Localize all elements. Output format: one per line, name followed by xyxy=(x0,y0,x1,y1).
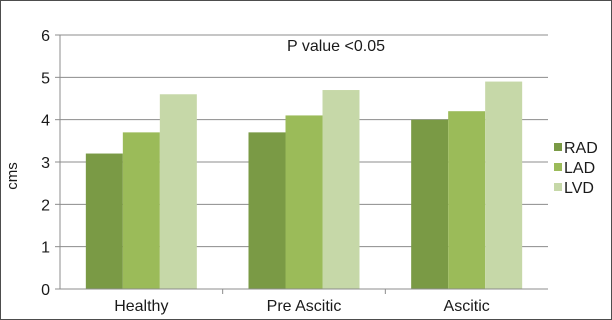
bar-lad xyxy=(285,115,323,289)
legend-swatch xyxy=(554,143,562,151)
x-tick-labels: Healthy Pre Ascitic Ascitic xyxy=(114,289,490,315)
y-axis-label: cms xyxy=(4,162,21,190)
x-tick-label: Healthy xyxy=(114,298,168,315)
x-tick-label: Ascitic xyxy=(444,298,490,315)
y-tick-label: 6 xyxy=(41,28,50,45)
x-tick-label: Pre Ascitic xyxy=(267,298,342,315)
bar-rad xyxy=(411,119,449,290)
legend-swatch xyxy=(554,183,562,191)
y-tick-label: 4 xyxy=(41,113,50,130)
bar-lvd xyxy=(485,81,523,289)
y-tick-label: 3 xyxy=(41,155,50,172)
bars xyxy=(85,81,523,290)
y-tick-label: 2 xyxy=(41,197,50,214)
legend-label: LVD xyxy=(564,180,594,197)
chart-annotation: P value <0.05 xyxy=(287,38,385,55)
y-tick-labels: 0 1 2 3 4 5 6 xyxy=(41,28,50,299)
bar-rad xyxy=(85,153,123,289)
y-tick-label: 5 xyxy=(41,70,50,87)
bar-lad xyxy=(122,132,160,289)
legend: RAD LAD LVD xyxy=(554,140,598,197)
bar-lad xyxy=(448,111,486,289)
legend-label: LAD xyxy=(564,160,595,177)
bar-lvd xyxy=(322,90,360,290)
bar-lvd xyxy=(159,94,197,290)
legend-swatch xyxy=(554,163,562,171)
y-tick-label: 0 xyxy=(41,282,50,299)
legend-label: RAD xyxy=(564,140,598,157)
y-tick-label: 1 xyxy=(41,240,50,257)
bar-rad xyxy=(248,132,286,289)
